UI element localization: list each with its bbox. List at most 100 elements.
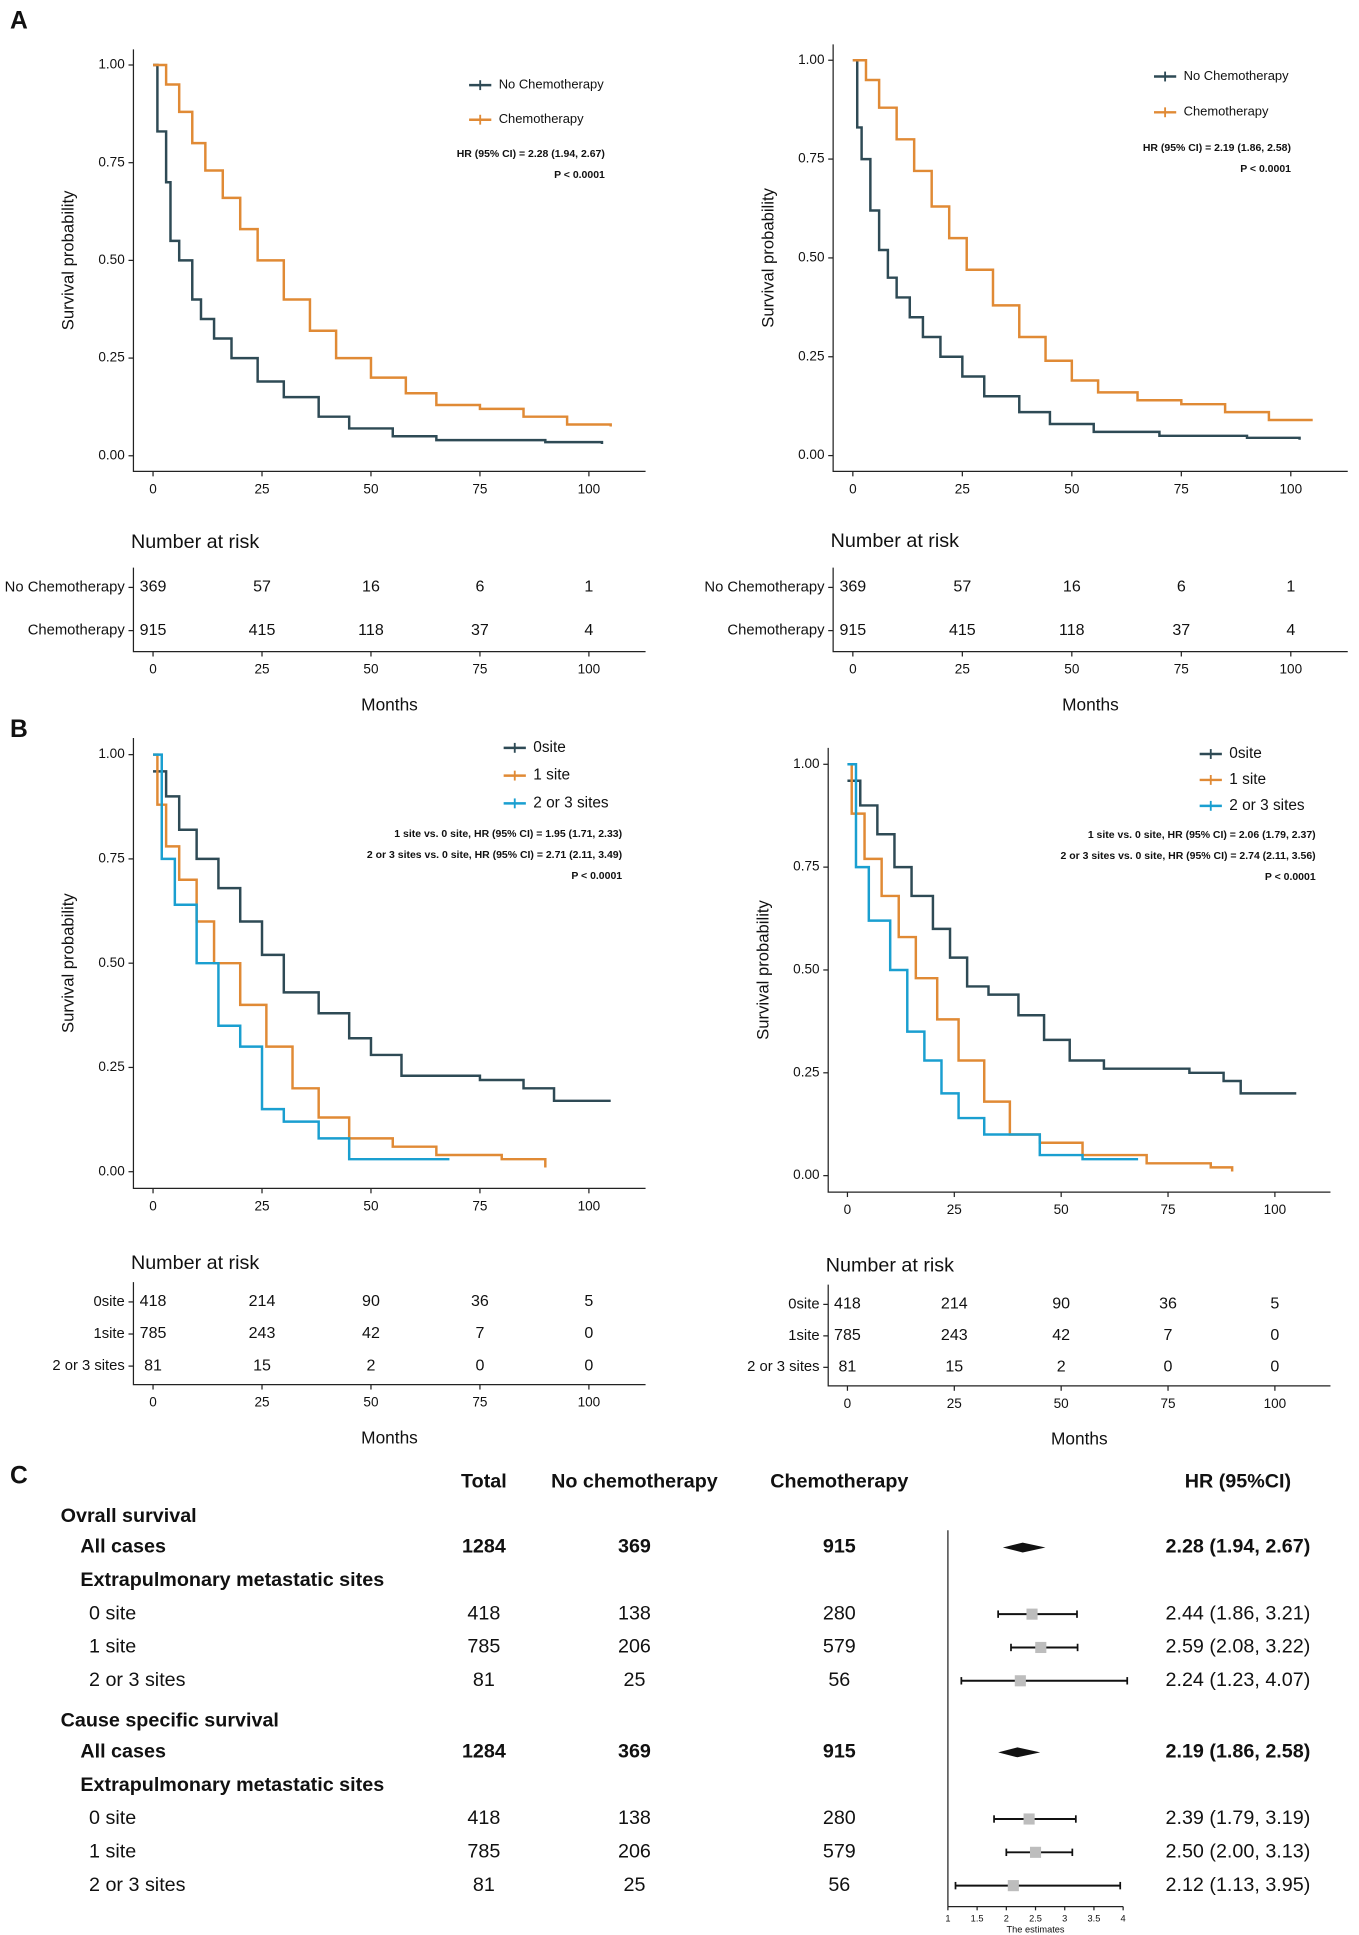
panel-label: C: [10, 1463, 28, 1490]
risk-row-label: No Chemotherapy: [704, 579, 825, 595]
cell: 56: [828, 1669, 850, 1691]
risk-x-tick-label: 50: [1064, 662, 1080, 677]
risk-count: 6: [475, 578, 484, 596]
y-tick-label: 1.00: [98, 57, 125, 72]
cell: 418: [467, 1807, 500, 1829]
risk-count: 81: [144, 1356, 162, 1374]
x-tick-label: 75: [1160, 1202, 1175, 1217]
x-axis-label: The estimates: [1006, 1925, 1064, 1935]
risk-x-tick-label: 75: [1174, 662, 1189, 677]
risk-row-label: 1site: [94, 1326, 125, 1342]
risk-x-tick-label: 25: [955, 662, 970, 677]
hr-point: [1029, 1846, 1042, 1858]
hr-label: 2.39 (1.79, 3.19): [1165, 1807, 1310, 1829]
cell: 785: [467, 1841, 500, 1863]
risk-x-tick-label: 50: [363, 662, 379, 677]
subgroup-title: Extrapulmonary metastatic sites: [80, 1774, 384, 1796]
risk-count: 4: [1286, 621, 1295, 639]
risk-count: 57: [253, 578, 271, 596]
y-tick-label: 0.25: [793, 1064, 819, 1079]
risk-count: 214: [249, 1292, 276, 1310]
axis-line: [832, 44, 1348, 473]
risk-count: 42: [1052, 1326, 1070, 1344]
risk-count: 415: [949, 621, 976, 639]
survival-curve: [153, 753, 450, 1161]
axis-line: [132, 737, 646, 1190]
x-tick-label: 2: [1004, 1913, 1009, 1923]
y-axis-label: Survival probability: [753, 899, 772, 1039]
risk-axis: [827, 1284, 1331, 1387]
column-header: HR (95%CI): [1185, 1470, 1291, 1492]
risk-x-tick-label: 0: [149, 662, 157, 677]
risk-title: Number at risk: [131, 531, 259, 553]
cell: 206: [618, 1636, 651, 1658]
risk-count: 0: [1270, 1358, 1279, 1376]
x-tick-label: 100: [1264, 1202, 1287, 1217]
risk-count: 81: [839, 1358, 857, 1376]
cell: 206: [618, 1841, 651, 1863]
legend-label: Chemotherapy: [499, 111, 584, 126]
risk-count: 7: [475, 1324, 484, 1342]
survival-curve: [847, 763, 1234, 1172]
x-tick-label: 75: [472, 481, 487, 496]
column-header: Chemotherapy: [770, 1470, 908, 1492]
legend-label: 1 site: [1229, 771, 1266, 788]
x-axis-label: Months: [361, 694, 418, 714]
risk-count: 915: [140, 621, 167, 639]
x-tick-label: 0: [849, 481, 857, 496]
x-tick-label: 100: [578, 1198, 601, 1213]
cell: 280: [823, 1602, 856, 1624]
cell: 369: [618, 1741, 651, 1763]
risk-count: 118: [1059, 621, 1085, 639]
hr-label: 2.19 (1.86, 2.58): [1165, 1741, 1310, 1763]
risk-count: 2: [367, 1356, 376, 1374]
y-tick-label: 0.50: [798, 249, 825, 264]
legend-label: No Chemotherapy: [499, 77, 605, 92]
x-tick-label: 1: [945, 1913, 950, 1923]
risk-count: 243: [249, 1324, 276, 1342]
legend-label: Chemotherapy: [1184, 104, 1269, 119]
cell: 25: [623, 1874, 645, 1896]
legend-label: No Chemotherapy: [1184, 68, 1290, 83]
risk-row-label: 0site: [94, 1294, 125, 1310]
risk-count: 7: [1164, 1326, 1173, 1344]
survival-curve: [852, 59, 1313, 422]
risk-count: 37: [1172, 621, 1190, 639]
column-header: No chemotherapy: [551, 1470, 718, 1492]
x-tick-label: 3.5: [1088, 1913, 1101, 1923]
hr-point: [1035, 1641, 1047, 1654]
axis-line: [132, 49, 646, 473]
risk-count: 118: [358, 621, 384, 639]
risk-count: 16: [362, 578, 380, 596]
group-title: Cause specific survival: [61, 1710, 279, 1732]
y-tick-label: 0.50: [793, 962, 820, 977]
legend-label: 2 or 3 sites: [533, 794, 609, 811]
risk-count: 5: [1270, 1295, 1279, 1313]
x-tick-label: 1.5: [971, 1913, 984, 1923]
cell: 81: [473, 1874, 495, 1896]
survival-curve: [847, 763, 1139, 1161]
cell: 1284: [462, 1536, 506, 1558]
cell: 138: [618, 1807, 651, 1829]
risk-count: 243: [941, 1326, 968, 1344]
risk-x-tick-label: 25: [254, 662, 269, 677]
y-tick-label: 0.00: [793, 1167, 820, 1182]
risk-count: 415: [249, 621, 276, 639]
risk-count: 37: [471, 621, 489, 639]
risk-x-tick-label: 100: [578, 662, 601, 677]
risk-count: 418: [140, 1292, 167, 1310]
x-tick-label: 3: [1062, 1913, 1067, 1923]
hr-label: 2.28 (1.94, 2.67): [1165, 1536, 1310, 1558]
risk-count: 36: [471, 1292, 489, 1310]
row-label: 0 site: [89, 1807, 136, 1829]
legend-label: 0site: [533, 739, 566, 756]
y-tick-label: 0.75: [98, 154, 124, 169]
risk-row-label: 2 or 3 sites: [747, 1359, 819, 1375]
x-tick-label: 2.5: [1029, 1913, 1042, 1923]
cell: 915: [823, 1536, 856, 1558]
panel-label: A: [10, 8, 28, 35]
y-tick-label: 0.75: [798, 151, 824, 166]
x-tick-label: 75: [1174, 481, 1189, 496]
y-tick-label: 0.00: [798, 447, 825, 462]
